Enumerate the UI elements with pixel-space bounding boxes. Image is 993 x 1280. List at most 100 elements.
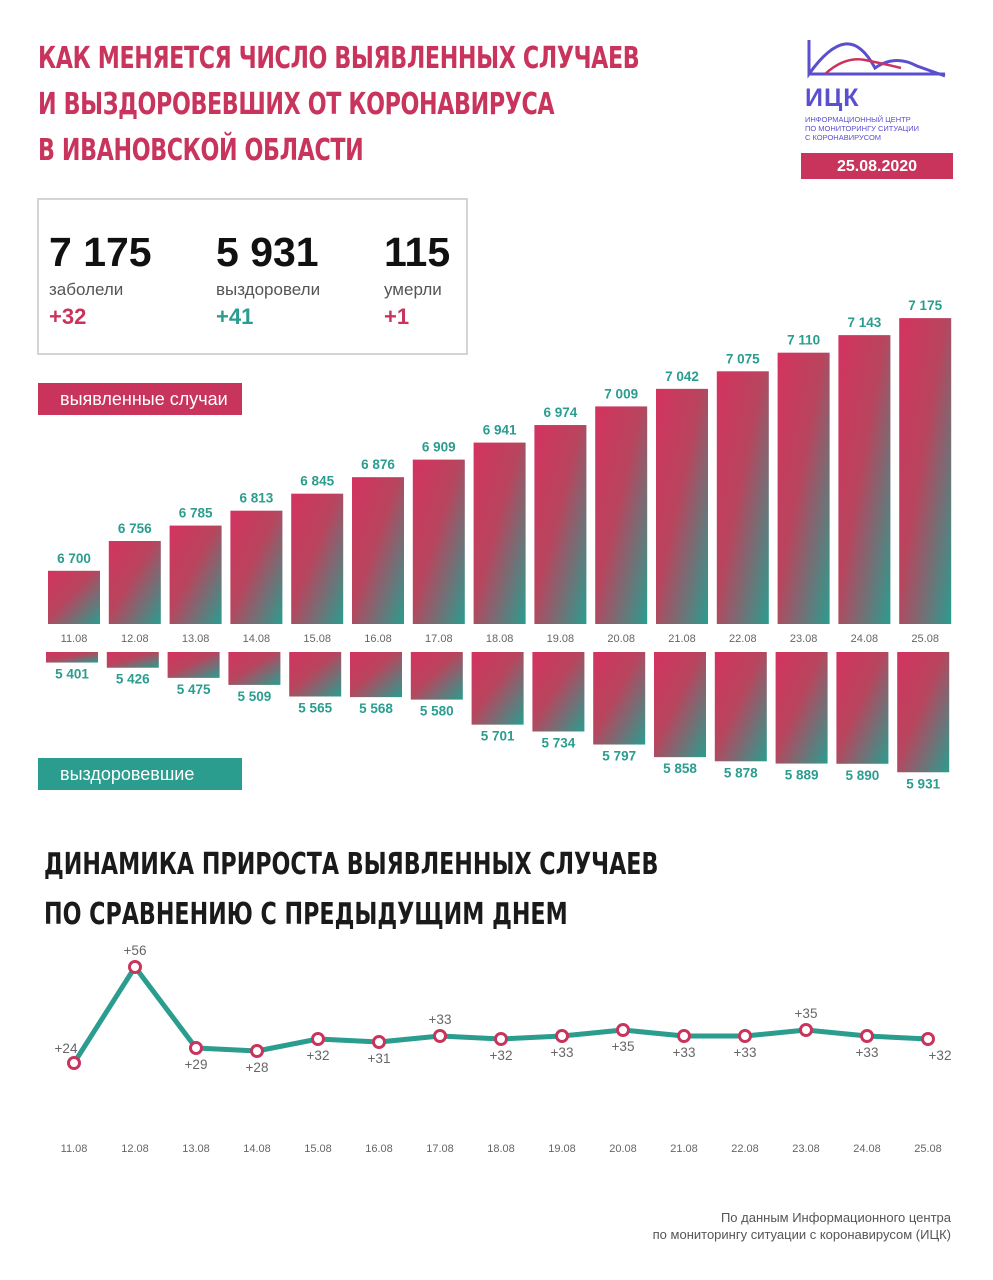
cases-bar [169, 525, 222, 624]
recovered-bar [167, 652, 220, 678]
cases-date-label: 18.08 [486, 633, 514, 645]
page-title: Как меняется число выявленных случаев и … [38, 36, 640, 174]
growth-point-label: +31 [368, 1051, 391, 1066]
cases-date-label: 22.08 [729, 633, 757, 645]
cases-bar-label: 6 756 [118, 521, 152, 536]
source-line-1: По данным Информационного центра [720, 1210, 951, 1225]
growth-date-label: 25.08 [914, 1143, 942, 1155]
recovered-bar-label: 5 565 [298, 701, 332, 716]
recovered-bar [289, 652, 342, 697]
cases-bar [48, 570, 100, 624]
cases-bar [656, 388, 708, 624]
growth-date-label: 14.08 [243, 1143, 271, 1155]
growth-point-label: +33 [856, 1045, 879, 1060]
growth-title-line-1: Динамика прироста выявленных случаев [44, 847, 659, 882]
cases-bar-label: 7 110 [787, 333, 820, 348]
growth-point-label: +56 [124, 943, 147, 958]
recovered-label: выздоровевшие [38, 758, 242, 790]
logo-sub-line-1: информационный центр [805, 115, 911, 124]
growth-date-label: 11.08 [61, 1143, 88, 1155]
recovered-bar-label: 5 734 [542, 735, 576, 750]
growth-point-label: +35 [612, 1039, 635, 1054]
source-line-2: по мониторингу ситуации с коронавирусом … [652, 1227, 951, 1242]
recovered-bar [654, 652, 706, 758]
growth-point-label: +32 [929, 1048, 952, 1063]
cases-bar [899, 318, 952, 624]
recovered-bar-label: 5 701 [481, 729, 515, 744]
recovered-bar-label: 5 858 [663, 761, 697, 776]
cases-bar [534, 425, 587, 624]
cases-date-label: 21.08 [668, 633, 696, 645]
logo-sub-line-2: по мониторингу ситуации [805, 124, 919, 133]
cases-bar-label: 7 175 [908, 298, 942, 313]
cases-bar-label: 7 143 [848, 315, 882, 330]
cases-bar-label: 7 042 [665, 369, 699, 384]
cases-bar-label: 6 785 [179, 506, 213, 521]
cases-date-label: 19.08 [547, 633, 575, 645]
recovered-bar-label: 5 401 [55, 667, 89, 682]
stat-recovered-delta: +41 [216, 304, 254, 329]
growth-point [494, 1032, 508, 1046]
cases-bar-label: 6 909 [422, 440, 456, 455]
growth-date-label: 24.08 [853, 1143, 881, 1155]
stat-infected: 7 175 заболели +32 [49, 230, 152, 330]
recovered-bar [350, 652, 402, 698]
growth-point [128, 960, 142, 974]
growth-point-label: +33 [551, 1045, 574, 1060]
growth-title-line-2: по сравнению с предыдущим днем [44, 897, 568, 932]
cases-bar [838, 335, 891, 624]
recovered-bar [46, 652, 98, 663]
growth-point [433, 1029, 447, 1043]
growth-point [67, 1056, 81, 1070]
recovered-bar-label: 5 509 [238, 689, 272, 704]
recovered-bar [471, 652, 524, 725]
recovered-bar [106, 652, 159, 668]
growth-point-label: +35 [795, 1006, 818, 1021]
recovered-bar [593, 652, 646, 745]
growth-point [555, 1029, 569, 1043]
growth-point [799, 1023, 813, 1037]
logo-wave-icon [807, 40, 946, 79]
recovered-bar [532, 652, 585, 732]
stat-infected-value: 7 175 [49, 229, 152, 275]
growth-point [677, 1029, 691, 1043]
growth-point-label: +28 [246, 1060, 269, 1075]
cases-date-label: 23.08 [790, 633, 818, 645]
cases-bar [716, 371, 769, 624]
growth-point-label: +24 [55, 1041, 78, 1056]
logo-sub-line-3: с коронавирусом [805, 133, 882, 142]
growth-point [921, 1032, 935, 1046]
growth-date-label: 15.08 [304, 1143, 332, 1155]
cases-date-label: 20.08 [607, 633, 635, 645]
title-line-3: в Ивановской области [38, 133, 364, 168]
cases-date-label: 16.08 [364, 633, 392, 645]
recovered-bar-label: 5 475 [177, 682, 211, 697]
recovered-bar-label: 5 568 [359, 701, 393, 716]
cases-date-label: 14.08 [243, 633, 271, 645]
cases-date-label: 11.08 [61, 633, 88, 645]
cases-date-label: 17.08 [425, 633, 453, 645]
recovered-bar [228, 652, 281, 685]
stat-recovered: 5 931 выздоровели +41 [216, 230, 320, 330]
recovered-bar-label: 5 426 [116, 672, 150, 687]
growth-date-label: 23.08 [792, 1143, 820, 1155]
source-note: По данным Информационного центра по мони… [653, 1209, 951, 1243]
stat-deaths-label: умерли [384, 280, 442, 299]
growth-point-label: +32 [490, 1048, 513, 1063]
stat-recovered-label: выздоровели [216, 280, 321, 299]
recovered-bar [897, 652, 950, 773]
recovered-bar-label: 5 890 [846, 768, 880, 783]
growth-point-label: +29 [185, 1057, 208, 1072]
stat-deaths-value: 115 [384, 229, 451, 275]
growth-point [616, 1023, 630, 1037]
title-line-2: и выздоровевших от коронавируса [38, 87, 555, 122]
growth-date-label: 21.08 [670, 1143, 698, 1155]
cases-bar-label: 6 941 [483, 423, 517, 438]
growth-point [372, 1035, 386, 1049]
recovered-bar-label: 5 931 [906, 776, 940, 791]
growth-date-label: 17.08 [426, 1143, 454, 1155]
logo-abbr: ИЦК [805, 84, 860, 112]
cases-bar [352, 477, 404, 624]
cases-bar [412, 459, 465, 624]
growth-point-label: +33 [734, 1045, 757, 1060]
